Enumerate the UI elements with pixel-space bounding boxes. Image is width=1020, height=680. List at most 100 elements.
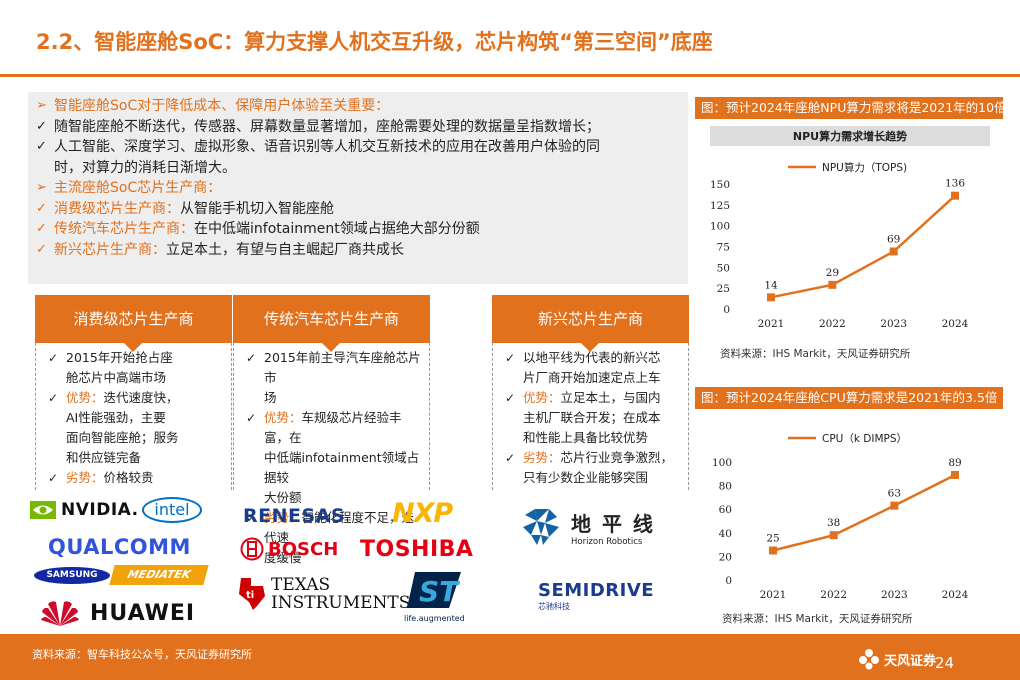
nvidia-logo: NVIDIA. bbox=[30, 500, 139, 520]
check-bullet-icon: ✓ bbox=[245, 511, 257, 525]
data-point bbox=[889, 247, 898, 256]
desc-lead: 劣势： bbox=[66, 470, 104, 485]
cpu-chart: CPU（k DIMPS） 0 20 40 60 80 100 2021 2022 2023 2024… bbox=[700, 422, 1000, 604]
category-desc-text: 度缓慢 bbox=[264, 548, 302, 568]
desc-lead: 优势： bbox=[523, 390, 561, 405]
semidrive-logo-text: SEMIDRIVE bbox=[538, 580, 655, 601]
category-desc-text: 只有少数企业能够突围 bbox=[523, 468, 648, 488]
huawei-logo-text: HUAWEI bbox=[90, 600, 196, 626]
check-bullet-icon bbox=[40, 448, 66, 468]
nvidia-logo-text: NVIDIA. bbox=[61, 500, 139, 520]
desc-body: 价格较贵 bbox=[103, 470, 154, 485]
category-desc-line: 和供应链完备 bbox=[40, 448, 227, 468]
check-bullet-icon bbox=[497, 368, 523, 388]
nvidia-eye-icon bbox=[30, 501, 56, 519]
chart-title-bar bbox=[710, 126, 990, 146]
category-desc-text: 大份额 bbox=[264, 488, 302, 508]
figure-caption-cpu: 图：预计2024年座舱CPU算力需求是2021年的3.5倍 bbox=[695, 387, 1003, 409]
desc-body: 和性能上具备比较优势 bbox=[523, 430, 649, 445]
x-tick-label: 2021 bbox=[760, 589, 787, 601]
qualcomm-logo: QUALCOMM bbox=[48, 535, 191, 559]
check-bullet-icon: ✓ bbox=[245, 351, 257, 365]
category-header-consumer: 消费级芯片生产商 bbox=[35, 295, 232, 343]
category-desc-line: 中低端infotainment领域占据较 bbox=[238, 448, 425, 488]
ti-state-icon: ti bbox=[239, 578, 265, 610]
desc-body: 和供应链完备 bbox=[66, 450, 142, 465]
data-point bbox=[951, 470, 959, 479]
desc-body: 场 bbox=[264, 390, 277, 405]
bullet-text: 随智能座舱不断迭代，传感器、屏幕数量显著增加，座舱需要处理的数据量呈指数增长； bbox=[54, 117, 600, 138]
data-label: 38 bbox=[827, 517, 840, 529]
desc-body: 智能化程度不足，迭代速 bbox=[264, 510, 415, 545]
footer-bar bbox=[0, 634, 1020, 680]
ti-line2: INSTRUMENTS bbox=[271, 593, 411, 613]
arrow-bullet-icon: ➢ bbox=[36, 98, 47, 113]
desc-body: 中低端infotainment领域占据较 bbox=[264, 450, 420, 485]
nxp-logo: NXP bbox=[392, 498, 453, 529]
bullet-line: ✓ 随智能座舱不断迭代，传感器、屏幕数量显著增加，座舱需要处理的数据量呈指数增长； bbox=[36, 117, 680, 138]
category-desc-line: ✓ 2015年开始抢占座 bbox=[40, 348, 227, 368]
bullet-line: ➢ 智能座舱SoC对于降低成本、保障用户体验至关重要： bbox=[36, 96, 680, 117]
bullet-text: 传统汽车芯片生产商：在中低端infotainment领域占据绝大部分份额 bbox=[54, 219, 480, 240]
x-tick-label: 2023 bbox=[881, 589, 908, 601]
desc-body: 片厂商开始加速定点上车 bbox=[523, 370, 661, 385]
desc-body: 度缓慢 bbox=[264, 550, 302, 565]
bosch-logo: BOSCH bbox=[240, 537, 338, 561]
data-label: 25 bbox=[766, 533, 779, 545]
check-bullet-icon: ✓ bbox=[504, 391, 516, 405]
ti-line1: TEXAS bbox=[271, 575, 331, 595]
semidrive-logo: SEMIDRIVE 芯驰科技 bbox=[538, 580, 654, 612]
st-mark-icon: ST bbox=[407, 572, 462, 608]
st-tagline: life.augmented bbox=[404, 614, 465, 623]
category-desc-text: 2015年开始抢占座 bbox=[66, 348, 173, 368]
category-desc-text: 优势：车规级芯片经验丰富，在 bbox=[264, 408, 425, 448]
check-bullet-icon: ✓ bbox=[47, 391, 59, 405]
bullet-line: ✓ 消费级芯片生产商：从智能手机切入智能座舱 bbox=[36, 199, 680, 220]
check-bullet-icon: ✓ bbox=[504, 351, 516, 365]
category-desc-line: 片厂商开始加速定点上车 bbox=[497, 368, 684, 388]
bullet-text: 主流座舱SoC芯片生产商： bbox=[54, 178, 221, 199]
category-desc-text: 劣势：智能化程度不足，迭代速 bbox=[264, 508, 425, 548]
desc-lead: 劣势： bbox=[264, 510, 302, 525]
x-tick-label: 2023 bbox=[880, 318, 907, 330]
page-number: 24 bbox=[935, 654, 955, 672]
bullet-text: 人工智能、深度学习、虚拟形象、语音识别等人机交互新技术的应用在改善用户体验的同 bbox=[54, 137, 600, 158]
check-bullet-icon: ✓ bbox=[36, 241, 47, 257]
series-line bbox=[770, 194, 956, 299]
x-tick-label: 2022 bbox=[820, 589, 847, 601]
x-tick-label: 2024 bbox=[942, 318, 969, 330]
category-desc-line: 面向智能座舱；服务 bbox=[40, 428, 227, 448]
category-desc-text: 面向智能座舱；服务 bbox=[66, 428, 179, 448]
horizon-en-name: Horizon Robotics bbox=[571, 536, 643, 547]
check-bullet-icon bbox=[40, 428, 66, 448]
desc-body: 以地平线为代表的新兴芯 bbox=[523, 350, 661, 365]
category-desc-line: 场 bbox=[238, 388, 425, 408]
category-desc-line: 度缓慢 bbox=[238, 548, 425, 568]
renesas-logo: RENESAS bbox=[243, 505, 346, 527]
category-arrow bbox=[322, 343, 340, 352]
bullet-body: 主流座舱SoC芯片生产商： bbox=[54, 180, 222, 196]
check-bullet-icon: ✓ bbox=[36, 118, 47, 134]
desc-lead: 优势： bbox=[66, 390, 104, 405]
bullet-panel: ➢ 智能座舱SoC对于降低成本、保障用户体验至关重要： ✓ 随智能座舱不断迭代，传感器… bbox=[28, 92, 688, 284]
arrow-bullet-icon: ➢ bbox=[36, 180, 47, 195]
category-desc-line: ✓ 优势：迭代速度快， bbox=[40, 388, 227, 408]
footer-brand-name: 天风证券 bbox=[884, 653, 937, 669]
desc-body: 迭代速度快， bbox=[103, 390, 179, 405]
check-bullet-icon bbox=[497, 408, 523, 428]
page-title: 2.2、智能座舱SoC：算力支撑人机交互升级，芯片构筑“第三空间”底座 bbox=[36, 30, 713, 54]
category-desc-line: 主机厂联合开发；在成本 bbox=[497, 408, 684, 428]
category-desc-line: ✓ 2015年前主导汽车座舱芯片市 bbox=[238, 348, 425, 388]
desc-body: 芯片行业竞争激烈， bbox=[560, 450, 674, 465]
x-tick-label: 2021 bbox=[758, 318, 785, 330]
bullet-body: 在中低端infotainment领域占据绝大部分份额 bbox=[194, 221, 480, 237]
category-desc-consumer: ✓ 2015年开始抢占座 舱芯片中高端市场 ✓ 优势：迭代速度快， AI性能强劲，主要 面向… bbox=[35, 343, 232, 490]
category-arrow bbox=[124, 343, 142, 352]
texas-instruments-logo: ti TEXAS INSTRUMENTS bbox=[237, 576, 410, 612]
bullet-body: 智能座舱SoC对于降低成本、保障用户体验至关重要： bbox=[54, 98, 390, 114]
desc-body: 只有少数企业能够突围 bbox=[523, 470, 649, 485]
bullet-body: 人工智能、深度学习、虚拟形象、语音识别等人机交互新技术的应用在改善用户体验的同 bbox=[54, 139, 600, 155]
category-desc-text: 片厂商开始加速定点上车 bbox=[523, 368, 661, 388]
figure-source-cpu: 资料来源：IHS Markit，天风证券研究所 bbox=[722, 613, 913, 625]
data-label: 14 bbox=[764, 279, 778, 291]
